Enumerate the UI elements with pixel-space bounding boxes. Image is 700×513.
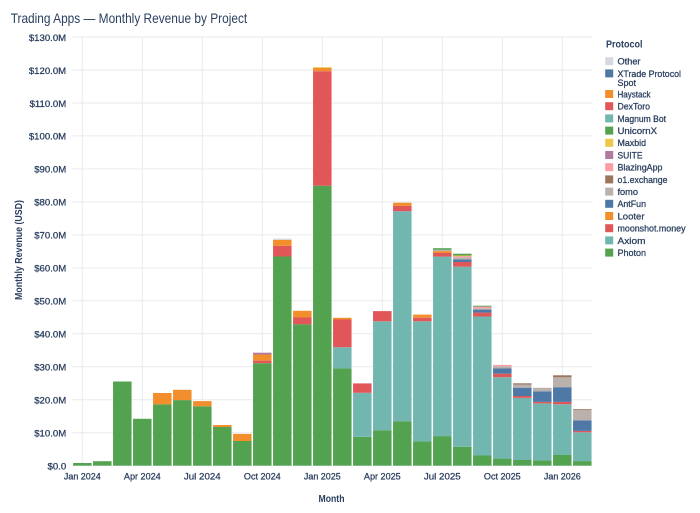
svg-text:Trading Apps — Monthly Revenue: Trading Apps — Monthly Revenue by Projec…: [11, 11, 248, 26]
svg-text:$60.0M: $60.0M: [34, 264, 66, 275]
svg-text:Jan 2025: Jan 2025: [304, 471, 341, 482]
svg-text:$10.0M: $10.0M: [34, 428, 66, 439]
svg-text:$40.0M: $40.0M: [34, 330, 66, 341]
svg-text:Protocol: Protocol: [606, 40, 643, 51]
svg-text:Jul 2025: Jul 2025: [424, 471, 461, 482]
svg-text:moonshot.money: moonshot.money: [618, 224, 686, 235]
svg-text:Month: Month: [319, 494, 345, 505]
svg-text:Magnum Bot: Magnum Bot: [618, 114, 667, 125]
svg-text:$130.0M: $130.0M: [29, 33, 66, 44]
svg-text:$100.0M: $100.0M: [29, 132, 66, 143]
svg-text:UnicornX: UnicornX: [618, 126, 658, 137]
svg-text:Apr 2024: Apr 2024: [124, 471, 161, 482]
svg-text:AntFun: AntFun: [618, 199, 647, 210]
svg-text:$120.0M: $120.0M: [29, 66, 66, 77]
svg-text:BlazingApp: BlazingApp: [618, 163, 663, 174]
svg-text:$0.0: $0.0: [48, 461, 67, 472]
svg-text:fomo: fomo: [618, 187, 639, 198]
svg-text:Other: Other: [618, 57, 642, 68]
svg-text:Jan 2024: Jan 2024: [64, 471, 101, 482]
svg-text:SUITE: SUITE: [618, 150, 643, 161]
svg-text:Monthly Revenue (USD): Monthly Revenue (USD): [14, 200, 25, 300]
svg-text:$80.0M: $80.0M: [34, 198, 66, 209]
svg-text:Jan 2026: Jan 2026: [544, 471, 581, 482]
svg-text:Photon: Photon: [618, 248, 647, 259]
svg-text:Looter: Looter: [618, 211, 646, 222]
svg-text:Maxbid: Maxbid: [618, 138, 647, 149]
svg-text:Apr 2025: Apr 2025: [364, 471, 401, 482]
svg-text:o1.exchange: o1.exchange: [618, 175, 668, 186]
svg-text:Spot: Spot: [618, 78, 637, 89]
svg-text:$110.0M: $110.0M: [30, 99, 67, 110]
svg-text:$70.0M: $70.0M: [34, 231, 66, 242]
svg-text:$50.0M: $50.0M: [34, 297, 66, 308]
svg-text:$90.0M: $90.0M: [34, 165, 66, 176]
svg-text:DexToro: DexToro: [618, 102, 651, 113]
svg-text:Axiom: Axiom: [618, 236, 646, 247]
svg-text:Oct 2025: Oct 2025: [484, 471, 521, 482]
svg-text:$20.0M: $20.0M: [34, 396, 66, 407]
svg-text:$30.0M: $30.0M: [34, 363, 66, 374]
svg-text:Oct 2024: Oct 2024: [244, 471, 281, 482]
svg-text:Haystack: Haystack: [618, 89, 651, 100]
svg-text:Jul 2024: Jul 2024: [184, 471, 221, 482]
svg-text:XTrade Protocol: XTrade Protocol: [618, 69, 682, 80]
